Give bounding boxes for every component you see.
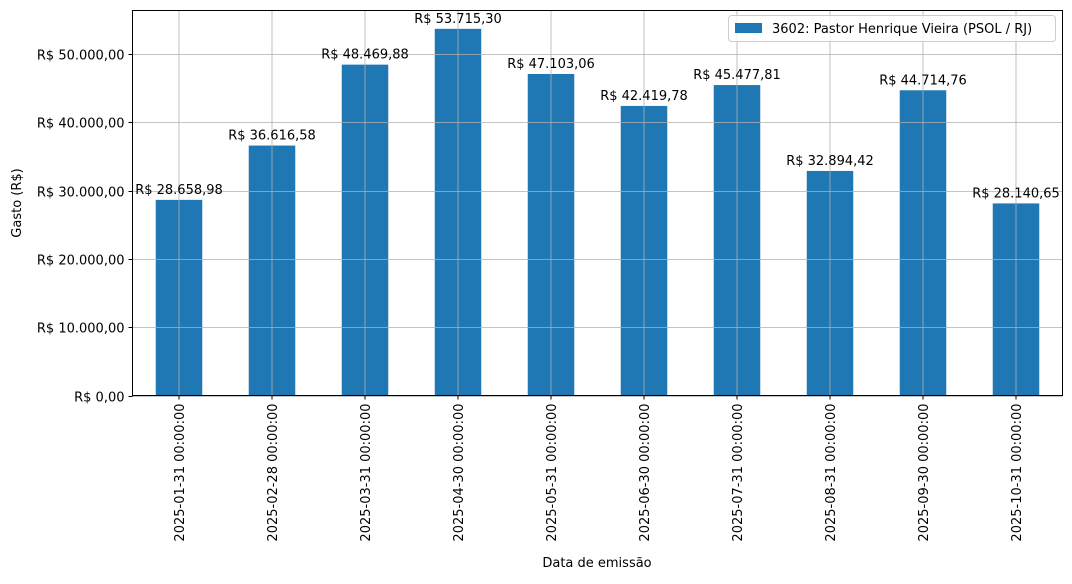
y-tick-label: R$ 0,00 — [74, 391, 124, 406]
x-tick-label: 2025-09-30 00:00:00 — [917, 404, 932, 542]
legend: 3602: Pastor Henrique Vieira (PSOL / RJ) — [728, 15, 1056, 42]
x-tick-label: 2025-07-31 00:00:00 — [731, 404, 746, 542]
data-label: R$ 42.419,78 — [600, 89, 688, 104]
data-label: R$ 44.714,76 — [879, 73, 967, 88]
x-tick-label: 2025-01-31 00:00:00 — [173, 404, 188, 542]
data-label: R$ 53.715,30 — [414, 12, 502, 27]
x-tick-label: 2025-10-31 00:00:00 — [1010, 404, 1025, 542]
x-tick-label: 2025-03-31 00:00:00 — [359, 404, 374, 542]
x-tick-label: 2025-05-31 00:00:00 — [545, 404, 560, 542]
x-tick-label: 2025-08-31 00:00:00 — [824, 404, 839, 542]
legend-label: 3602: Pastor Henrique Vieira (PSOL / RJ) — [772, 22, 1032, 37]
y-tick-label: R$ 30.000,00 — [37, 186, 125, 201]
y-axis-label: Gasto (R$) — [10, 168, 25, 237]
x-tick-label: 2025-02-28 00:00:00 — [266, 404, 281, 542]
y-tick-label: R$ 10.000,00 — [37, 322, 125, 337]
y-tick-label: R$ 40.000,00 — [37, 117, 125, 132]
data-label: R$ 36.616,58 — [228, 129, 316, 144]
grid — [132, 10, 1063, 397]
y-axis: R$ 0,00 R$ 10.000,00 R$ 20.000,00 R$ 30.000… — [37, 49, 133, 406]
y-tick-label: R$ 20.000,00 — [37, 254, 125, 269]
data-label: R$ 48.469,88 — [321, 48, 409, 63]
data-label: R$ 28.658,98 — [135, 183, 223, 198]
x-tick-label: 2025-04-30 00:00:00 — [452, 404, 467, 542]
x-axis-label: Data de emissão — [542, 556, 651, 571]
data-label: R$ 45.477,81 — [693, 68, 781, 83]
x-axis: 2025-01-31 00:00:00 2025-02-28 00:00:00 20… — [173, 395, 1025, 542]
x-tick-label: 2025-06-30 00:00:00 — [638, 404, 653, 542]
data-label: R$ 47.103,06 — [507, 57, 595, 72]
y-tick-label: R$ 50.000,00 — [37, 49, 125, 64]
legend-box — [728, 15, 1056, 42]
data-labels: R$ 28.658,98 R$ 36.616,58 R$ 48.469,88 R$ 5… — [135, 12, 1060, 202]
data-label: R$ 32.894,42 — [786, 154, 874, 169]
plot-frame — [132, 10, 1063, 396]
legend-swatch — [735, 23, 762, 33]
data-label: R$ 28.140,65 — [972, 186, 1060, 201]
